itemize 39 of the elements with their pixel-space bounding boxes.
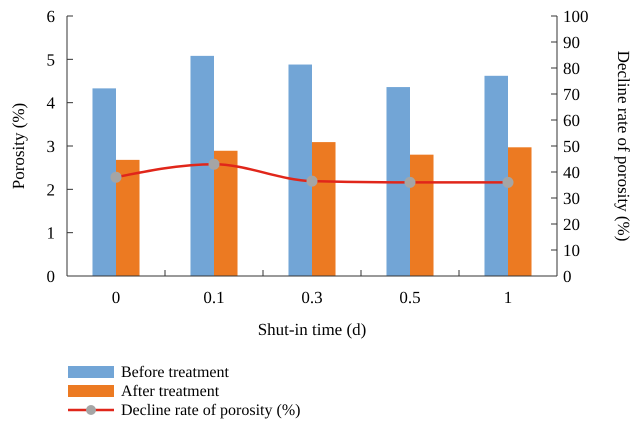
bar <box>484 76 508 276</box>
y2-tick-label: 30 <box>563 189 580 208</box>
x-axis-title: Shut-in time (d) <box>258 320 366 339</box>
legend-label: Decline rate of porosity (%) <box>121 402 300 419</box>
bar <box>190 56 214 276</box>
y-tick-label: 0 <box>46 267 55 286</box>
y-tick-label: 6 <box>46 7 55 26</box>
y2-tick-label: 90 <box>563 33 580 52</box>
x-tick-label: 0.3 <box>301 288 323 307</box>
y2-tick-label: 50 <box>563 137 580 156</box>
y-tick-label: 4 <box>46 94 56 113</box>
bar <box>386 87 410 276</box>
bar <box>214 150 238 276</box>
x-tick-label: 1 <box>504 288 512 307</box>
x-tick-label: 0 <box>112 288 120 307</box>
y2-tick-label: 20 <box>563 215 580 234</box>
y2-tick-label: 10 <box>563 241 580 260</box>
bar <box>92 88 116 276</box>
x-tick-label: 0.1 <box>203 288 225 307</box>
y2-tick-label: 70 <box>563 85 580 104</box>
y2-tick-label: 40 <box>563 163 580 182</box>
y2-tick-label: 100 <box>563 7 588 26</box>
bar <box>288 64 312 276</box>
y-axis-title: Porosity (%) <box>9 102 28 190</box>
y2-axis-title: Decline rate of porosity (%) <box>614 50 633 242</box>
bar <box>410 154 434 276</box>
bar <box>116 160 140 276</box>
y2-tick-label: 80 <box>563 59 580 78</box>
bar <box>312 142 336 276</box>
x-tick-label: 0.5 <box>399 288 421 307</box>
y2-tick-label: 0 <box>563 267 572 286</box>
legend-label: After treatment <box>121 383 220 400</box>
y-tick-label: 3 <box>46 137 55 156</box>
legend-label: Before treatment <box>121 364 230 381</box>
y-tick-label: 5 <box>46 50 55 70</box>
y-tick-label: 1 <box>46 224 55 243</box>
y2-tick-label: 60 <box>563 111 580 130</box>
y-tick-label: 2 <box>46 180 55 200</box>
bar <box>508 147 532 276</box>
